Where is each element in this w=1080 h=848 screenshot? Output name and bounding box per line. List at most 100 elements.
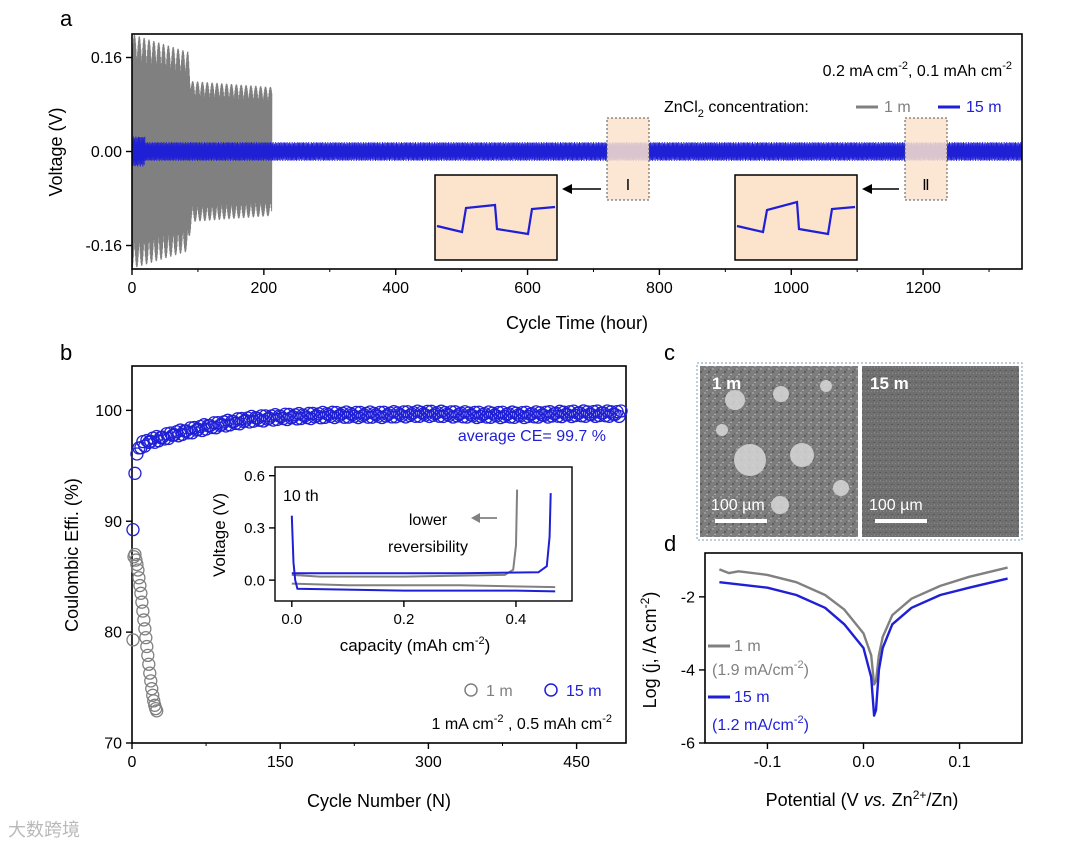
point-1m	[144, 674, 158, 688]
point-15m	[604, 405, 618, 419]
y-tick-label: 0.6	[244, 468, 265, 485]
marker-label-2: Ⅱ	[922, 177, 929, 194]
point-1m	[141, 648, 155, 663]
inset-series-0	[291, 489, 519, 578]
inset-cycle-label: 10 th	[283, 488, 319, 505]
point-15m	[128, 466, 142, 480]
inset-frame	[274, 466, 573, 602]
point-1m	[139, 631, 153, 645]
x-tick-label: 1200	[905, 280, 941, 297]
inset-note-1: lower	[409, 512, 448, 529]
legend-marker-1m	[464, 683, 478, 697]
panel-b-xlabel: Cycle Number (N)	[307, 791, 451, 811]
point-1m	[147, 694, 161, 708]
point-1m	[146, 688, 160, 702]
point-1m	[150, 704, 164, 718]
point-1m	[126, 633, 140, 647]
inset-arrow-head	[471, 513, 480, 523]
x-tick-label: 0.0	[281, 611, 302, 628]
point-1m	[130, 557, 144, 572]
zoom-inset-2-trace	[736, 200, 856, 236]
legend-label-d-15m: 15 m	[734, 689, 770, 706]
x-tick-label: 0.2	[393, 611, 414, 628]
x-tick-label: -0.1	[754, 754, 782, 771]
y-tick-label: -2	[681, 589, 695, 606]
sem-images: 1 m 15 m 100 µm 100 µm	[696, 362, 1023, 541]
x-tick-label: 600	[514, 280, 541, 297]
legend-label-b-15m: 15 m	[566, 683, 602, 700]
panel-label-b: b	[60, 340, 72, 365]
legend-label-1m: 1 m	[884, 99, 911, 116]
y-tick-label: 80	[104, 625, 122, 642]
series-1m-voltage	[131, 34, 273, 269]
y-tick-label: 90	[104, 514, 122, 531]
point-15m	[438, 405, 452, 420]
series-15m-voltage	[131, 136, 1023, 167]
point-1m	[135, 595, 149, 609]
point-15m	[126, 522, 140, 537]
legend-label-d-1m: 1 m	[734, 638, 761, 655]
inset-xlabel: capacity (mAh cm-2)	[340, 635, 491, 655]
point-15m	[614, 404, 628, 418]
panel-b-ylabel: Coulombic Effi. (%)	[62, 478, 82, 632]
y-tick-label: 0.00	[91, 144, 122, 161]
legend-detail-d-1m: (1.9 mA/cm-2)	[712, 659, 809, 679]
point-15m	[152, 434, 166, 448]
tafel-series-0	[718, 566, 1008, 686]
point-15m	[533, 406, 547, 420]
panel-b-chart: 0 150 300 450 70 80 90 100 average CE= 99.7 % 0…	[62, 365, 628, 811]
point-1m	[137, 613, 151, 627]
y-tick-label: 0.16	[91, 50, 122, 67]
arrow-2-head	[862, 184, 872, 194]
panel-a-ylabel: Voltage (V)	[46, 107, 66, 196]
legend-label-b-1m: 1 m	[486, 683, 513, 700]
point-1m	[138, 622, 152, 636]
point-15m	[592, 408, 606, 423]
panel-b-condition: 1 mA cm-2 , 0.5 mAh cm-2	[432, 713, 613, 733]
x-tick-label: 0.0	[852, 754, 874, 771]
point-15m	[568, 408, 583, 423]
panel-a-condition: 0.2 mA cm-2, 0.1 mAh cm-2	[823, 60, 1012, 80]
panel-label-d: d	[664, 531, 676, 556]
panel-d-xlabel: Potential (V vs. Zn2+/Zn)	[766, 788, 959, 810]
panel-a-xlabel: Cycle Time (hour)	[506, 313, 648, 333]
zoom-inset-1-trace	[436, 203, 556, 236]
zoom-inset-2	[734, 174, 858, 261]
sem-label-15m: 15 m	[870, 374, 909, 393]
x-tick-label: 400	[382, 280, 409, 297]
point-15m	[557, 405, 571, 419]
y-tick-label: 0.3	[244, 520, 265, 537]
sem-scalebar-1m	[715, 519, 767, 523]
point-1m	[140, 639, 154, 654]
point-15m	[175, 427, 190, 442]
inset-note-2: reversibility	[388, 539, 468, 556]
y-tick-label: -0.16	[86, 238, 123, 255]
y-tick-label: 0.0	[244, 572, 265, 589]
x-tick-label: 0	[128, 754, 137, 771]
marker-box-2	[904, 117, 948, 201]
panel-label-c: c	[664, 340, 675, 365]
panel-a-legend-title: ZnCl2 concentration:	[664, 99, 809, 120]
point-1m	[136, 604, 150, 618]
sem-label-1m: 1 m	[712, 374, 741, 393]
inset-series-2	[291, 493, 552, 575]
arrow-1-head	[562, 184, 572, 194]
panel-label-a: a	[60, 6, 73, 31]
x-tick-label: 450	[563, 754, 590, 771]
sem-particles	[716, 380, 849, 514]
x-tick-label: 1000	[773, 280, 809, 297]
x-tick-label: 0.4	[506, 611, 527, 628]
point-1m	[143, 666, 157, 680]
x-tick-label: 200	[251, 280, 278, 297]
y-tick-label: 100	[95, 403, 122, 420]
y-tick-label: -4	[681, 663, 695, 680]
point-1m	[128, 547, 142, 562]
point-15m	[521, 409, 535, 424]
marker-box-1	[606, 117, 650, 201]
legend-detail-d-15m: (1.2 mA/cm-2)	[712, 714, 809, 734]
point-15m	[497, 409, 512, 424]
point-15m	[509, 406, 523, 420]
point-1m	[132, 571, 146, 585]
point-15m	[545, 409, 559, 423]
